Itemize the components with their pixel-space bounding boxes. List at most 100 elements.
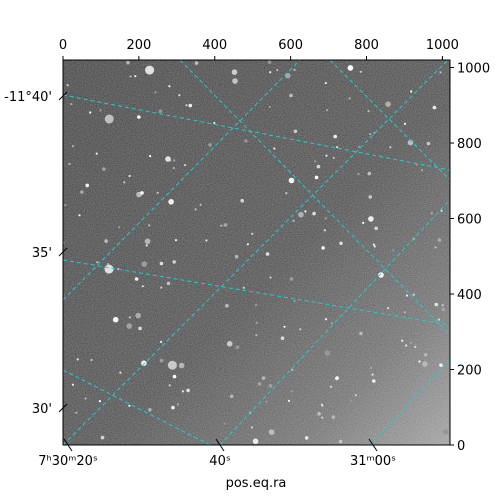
star <box>442 429 449 435</box>
star <box>280 336 285 341</box>
star <box>358 145 361 148</box>
star <box>240 198 244 203</box>
grid-line <box>179 60 450 336</box>
star <box>140 191 144 195</box>
star <box>141 285 144 288</box>
star <box>288 177 295 184</box>
star <box>225 304 229 308</box>
grid-line <box>63 94 450 171</box>
star <box>291 368 294 371</box>
star <box>267 60 272 64</box>
star <box>126 60 130 65</box>
star <box>362 221 365 224</box>
star <box>156 191 159 194</box>
star <box>434 246 437 249</box>
star <box>70 103 73 106</box>
star <box>289 93 293 98</box>
star <box>80 190 84 194</box>
star <box>324 350 331 356</box>
star <box>414 345 417 348</box>
star <box>104 114 114 124</box>
star <box>220 224 223 227</box>
star <box>437 318 440 321</box>
star <box>403 122 407 125</box>
y-tick-label: 200 <box>457 364 482 379</box>
star <box>168 85 171 88</box>
star <box>283 325 286 328</box>
star <box>276 68 279 72</box>
star <box>174 239 178 242</box>
star <box>257 382 262 386</box>
star <box>167 360 177 370</box>
star <box>323 229 326 232</box>
star <box>367 110 370 113</box>
star <box>359 331 363 336</box>
star <box>268 105 271 108</box>
star <box>370 366 373 369</box>
star <box>403 311 406 314</box>
star <box>289 277 294 281</box>
star <box>126 323 133 329</box>
star <box>154 91 157 94</box>
grid-line <box>369 359 450 445</box>
x-tick-label: 800 <box>354 38 379 53</box>
star <box>368 195 373 199</box>
star <box>290 389 293 393</box>
star <box>137 115 141 119</box>
star <box>418 360 421 363</box>
star <box>159 358 164 363</box>
star <box>304 210 307 213</box>
y-tick-label: 800 <box>457 137 482 152</box>
ra-tick-label: 40ˢ <box>209 454 231 469</box>
star <box>168 199 174 205</box>
star <box>439 71 442 74</box>
dec-tick-label: 35' <box>32 246 52 261</box>
star <box>335 376 339 380</box>
star <box>401 339 404 342</box>
star <box>165 156 171 162</box>
star <box>372 379 376 383</box>
star <box>437 238 442 242</box>
star <box>255 321 258 324</box>
dec-tick-label: -11°40' <box>4 90 52 105</box>
star <box>371 373 374 376</box>
star <box>135 312 141 319</box>
star <box>144 238 151 245</box>
star <box>405 344 408 347</box>
star <box>186 388 190 393</box>
star <box>338 439 343 444</box>
star <box>134 75 137 78</box>
y-tick-label: 400 <box>457 288 482 303</box>
star <box>285 192 288 195</box>
star <box>107 263 110 266</box>
star <box>255 334 258 337</box>
star <box>194 61 199 65</box>
stars-layer <box>63 60 449 445</box>
star <box>141 360 147 367</box>
star <box>98 400 101 403</box>
star <box>298 211 304 218</box>
ra-tick-mark <box>63 438 73 452</box>
star <box>250 426 253 429</box>
star <box>64 203 67 207</box>
star <box>178 94 181 97</box>
star <box>324 82 327 85</box>
star <box>357 172 360 175</box>
star <box>441 304 444 307</box>
star <box>441 307 446 312</box>
star <box>312 211 316 216</box>
star <box>348 97 351 100</box>
star <box>71 383 75 386</box>
star <box>304 436 309 440</box>
star <box>99 109 102 112</box>
star <box>409 341 412 344</box>
star <box>324 217 327 220</box>
star <box>158 109 163 113</box>
star <box>422 361 428 367</box>
dec-tick-label: 30' <box>32 402 52 417</box>
star <box>148 408 152 412</box>
star <box>265 400 268 403</box>
star <box>387 307 390 310</box>
star <box>314 175 319 180</box>
star <box>325 154 328 157</box>
